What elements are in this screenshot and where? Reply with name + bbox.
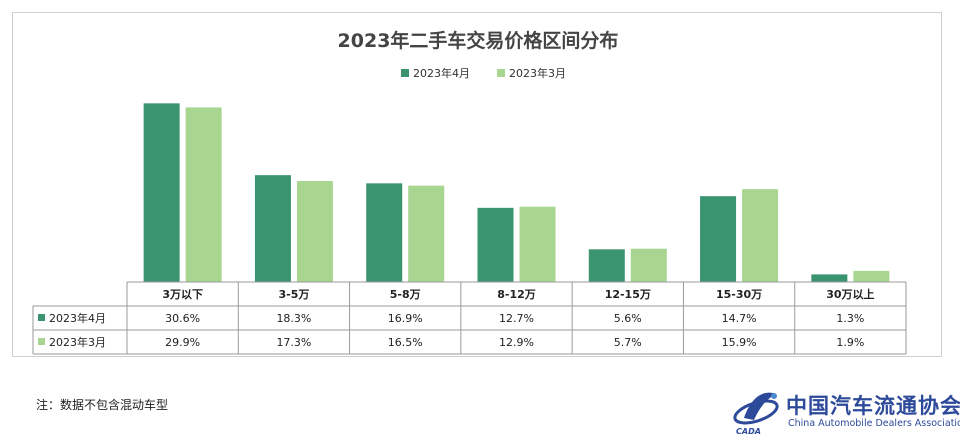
data-label-0-3: 12.7% bbox=[499, 312, 534, 325]
data-label-1-0: 29.9% bbox=[165, 336, 200, 349]
category-label-5: 15-30万 bbox=[716, 288, 762, 301]
chart-frame: 2023年二手车交易价格区间分布 2023年4月 2023年3月 3万以下 3-5万 5-… bbox=[12, 12, 942, 357]
bar-0-0 bbox=[143, 103, 180, 283]
data-label-0-5: 14.7% bbox=[722, 312, 757, 325]
table-series-label-0: 2023年4月 bbox=[49, 311, 106, 325]
bar-0-3 bbox=[477, 207, 514, 282]
bar-1-3 bbox=[519, 206, 556, 282]
bar-0-5 bbox=[700, 196, 737, 282]
data-label-0-2: 16.9% bbox=[388, 312, 423, 325]
legend-swatch-0 bbox=[401, 69, 409, 77]
bar-1-5 bbox=[742, 189, 779, 282]
table-swatch-0 bbox=[38, 314, 45, 321]
category-label-1: 3-5万 bbox=[278, 288, 309, 301]
data-label-0-4: 5.6% bbox=[614, 312, 642, 325]
data-label-1-4: 5.7% bbox=[614, 336, 642, 349]
bar-1-1 bbox=[296, 180, 333, 282]
data-label-0-1: 18.3% bbox=[276, 312, 311, 325]
data-label-1-5: 15.9% bbox=[722, 336, 757, 349]
data-label-0-0: 30.6% bbox=[165, 312, 200, 325]
bar-0-4 bbox=[588, 249, 625, 282]
bar-0-2 bbox=[366, 183, 403, 282]
logo-name-en: China Automobile Dealers Association bbox=[788, 418, 960, 429]
legend-label-1: 2023年3月 bbox=[509, 66, 566, 80]
bar-1-6 bbox=[853, 270, 890, 282]
bar-0-1 bbox=[254, 175, 291, 282]
category-label-2: 5-8万 bbox=[390, 288, 421, 301]
chart-title: 2023年二手车交易价格区间分布 bbox=[338, 29, 619, 52]
legend-label-0: 2023年4月 bbox=[413, 66, 470, 80]
cada-emblem-icon bbox=[733, 392, 779, 425]
table-swatch-1 bbox=[38, 338, 45, 345]
category-label-0: 3万以下 bbox=[162, 288, 203, 301]
bar-1-4 bbox=[630, 248, 667, 282]
chart-svg: 2023年二手车交易价格区间分布 2023年4月 2023年3月 3万以下 3-5万 5-… bbox=[32, 29, 907, 355]
data-label-1-2: 16.5% bbox=[388, 336, 423, 349]
category-label-6: 30万以上 bbox=[826, 287, 874, 301]
category-label-4: 12-15万 bbox=[605, 288, 651, 301]
data-label-0-6: 1.3% bbox=[836, 312, 864, 325]
bar-1-2 bbox=[408, 185, 445, 282]
data-label-1-6: 1.9% bbox=[836, 336, 864, 349]
data-label-1-1: 17.3% bbox=[276, 336, 311, 349]
logo-name-cn: 中国汽车流通协会 bbox=[786, 393, 960, 418]
legend-swatch-1 bbox=[497, 69, 505, 77]
logo-abbreviation: CADA bbox=[736, 427, 761, 436]
bar-0-6 bbox=[811, 274, 848, 282]
category-label-3: 8-12万 bbox=[497, 288, 536, 301]
bar-1-0 bbox=[185, 107, 222, 282]
footnote: 注：数据不包含混动车型 bbox=[36, 398, 169, 412]
cada-logo: CADA 中国汽车流通协会 China Automobile Dealers A… bbox=[730, 388, 960, 440]
data-label-1-3: 12.9% bbox=[499, 336, 534, 349]
table-series-label-1: 2023年3月 bbox=[49, 335, 106, 349]
